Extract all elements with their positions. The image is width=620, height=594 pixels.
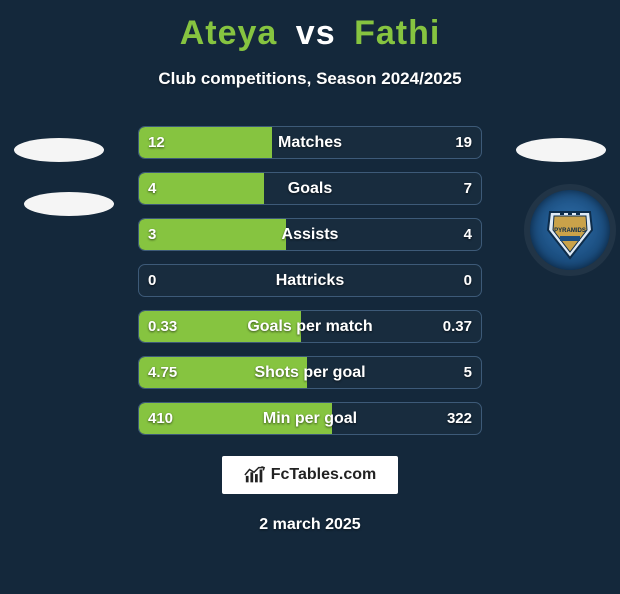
stat-value-right: 19	[455, 126, 472, 159]
stat-row: Matches1219	[0, 126, 620, 159]
stat-value-left: 3	[148, 218, 156, 251]
player2-name: Fathi	[354, 14, 440, 52]
stat-value-left: 4.75	[148, 356, 177, 389]
stat-value-left: 12	[148, 126, 165, 159]
stats-chart: Matches1219Goals47Assists34Hattricks00Go…	[0, 126, 620, 448]
stat-row: Goals per match0.330.37	[0, 310, 620, 343]
stat-bar-track	[138, 126, 482, 159]
page-title: Ateya vs Fathi	[0, 14, 620, 53]
stat-bar-track	[138, 310, 482, 343]
stat-value-right: 5	[464, 356, 472, 389]
stat-value-right: 0.37	[443, 310, 472, 343]
stat-value-right: 322	[447, 402, 472, 435]
player1-name: Ateya	[180, 14, 278, 52]
stat-bar-left	[139, 219, 286, 250]
chart-icon	[244, 465, 266, 485]
stat-bar-track	[138, 356, 482, 389]
brand-logo: FcTables.com	[222, 456, 398, 494]
stat-value-left: 4	[148, 172, 156, 205]
stat-row: Shots per goal4.755	[0, 356, 620, 389]
stat-bar-track	[138, 218, 482, 251]
stat-value-left: 0.33	[148, 310, 177, 343]
stat-value-right: 0	[464, 264, 472, 297]
stat-value-right: 4	[464, 218, 472, 251]
vs-text: vs	[296, 14, 336, 52]
stat-value-left: 410	[148, 402, 173, 435]
stat-value-left: 0	[148, 264, 156, 297]
stat-bar-track	[138, 172, 482, 205]
brand-text: FcTables.com	[271, 466, 377, 484]
stat-value-right: 7	[464, 172, 472, 205]
stat-row: Goals47	[0, 172, 620, 205]
stat-bar-left	[139, 173, 264, 204]
stat-row: Assists34	[0, 218, 620, 251]
stat-row: Min per goal410322	[0, 402, 620, 435]
stat-bar-track	[138, 264, 482, 297]
subtitle: Club competitions, Season 2024/2025	[0, 69, 620, 89]
stat-bar-track	[138, 402, 482, 435]
footer-date: 2 march 2025	[0, 516, 620, 534]
stat-row: Hattricks00	[0, 264, 620, 297]
